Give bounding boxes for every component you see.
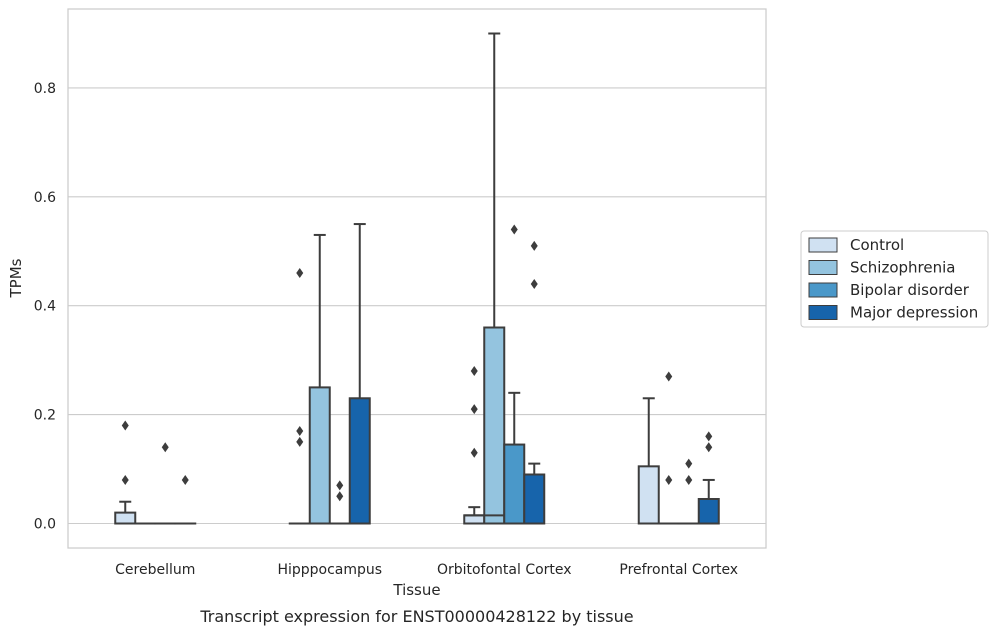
legend-item: Schizophrenia [808, 259, 955, 277]
box-major-depression [174, 474, 197, 525]
legend-frame [800, 230, 989, 328]
y-tick-label: 0.4 [34, 299, 56, 315]
box-bipolar-disorder [503, 224, 526, 525]
chart-caption: Transcript expression for ENST0000042812… [199, 607, 633, 626]
box-bipolar-disorder [154, 442, 177, 525]
outlier-point [665, 474, 673, 485]
box-major-depression [697, 431, 720, 525]
x-tick-label: Hipppocampus [277, 562, 382, 578]
y-tick-label: 0.2 [34, 408, 56, 424]
legend-item: Bipolar disorder [808, 281, 970, 299]
outlier-point [161, 442, 169, 453]
box-rect [523, 473, 546, 525]
outlier-point [296, 436, 304, 447]
outlier-point [530, 278, 538, 289]
outlier-point [470, 404, 478, 415]
box-control [114, 420, 137, 525]
x-tick-label: Cerebellum [115, 562, 195, 578]
box-schizophrenia [657, 371, 680, 525]
outlier-point [181, 474, 189, 485]
box-rect [348, 397, 371, 525]
box-rect [697, 498, 720, 525]
box-major-depression [523, 240, 546, 525]
box-control [637, 397, 660, 525]
y-axis-ticks: 0.0 0.2 0.4 0.6 0.8 [34, 81, 56, 533]
box-major-depression [348, 223, 371, 525]
box-rect [463, 514, 486, 525]
outlier-point [685, 474, 693, 485]
y-tick-label: 0.8 [34, 81, 56, 97]
outlier-point [296, 425, 304, 436]
plot-background [68, 9, 766, 548]
box-rect [308, 386, 331, 525]
outlier-point [336, 480, 344, 491]
outlier-point [685, 458, 693, 469]
outlier-point [705, 431, 713, 442]
y-axis-label: TPMs [7, 258, 25, 298]
legend-label: Bipolar disorder [850, 281, 970, 299]
box-rect [503, 443, 526, 525]
outlier-point [705, 442, 713, 453]
box-bipolar-disorder [328, 480, 351, 525]
outlier-point [336, 491, 344, 502]
legend-item: Major depression [808, 304, 978, 322]
box-rect [483, 326, 506, 525]
legend-swatch [808, 305, 838, 320]
outlier-point [470, 366, 478, 377]
x-tick-label: Orbitofontal Cortex [437, 562, 572, 578]
legend: Control Schizophrenia Bipolar disorder Majo… [800, 230, 989, 328]
y-tick-label: 0.6 [34, 190, 56, 206]
legend-label: Major depression [850, 304, 978, 322]
legend-label: Schizophrenia [850, 259, 955, 277]
outlier-point [296, 268, 304, 279]
box-groups [114, 32, 720, 525]
x-axis-label: Tissue [392, 581, 440, 599]
legend-swatch [808, 237, 838, 253]
box-rect [114, 511, 137, 525]
legend-label: Control [850, 236, 904, 254]
x-axis-ticks: Cerebellum Hipppocampus Orbitofontal Corte… [115, 562, 738, 578]
outlier-point [121, 474, 129, 485]
outlier-point [665, 371, 673, 382]
legend-swatch [808, 282, 838, 298]
box-schizophrenia [308, 233, 331, 525]
box-rect [637, 465, 660, 525]
legend-item: Control [808, 236, 904, 254]
plot-frame [67, 8, 767, 549]
box-schizophrenia [483, 32, 506, 525]
outlier-point [530, 240, 538, 251]
y-tick-label: 0.0 [34, 517, 56, 533]
outlier-point [470, 447, 478, 458]
box-bipolar-disorder [677, 458, 700, 525]
x-tick-label: Prefrontal Cortex [619, 562, 738, 578]
outlier-point [510, 224, 518, 235]
outlier-point [121, 420, 129, 431]
box-control [463, 366, 486, 525]
legend-swatch [808, 260, 838, 275]
